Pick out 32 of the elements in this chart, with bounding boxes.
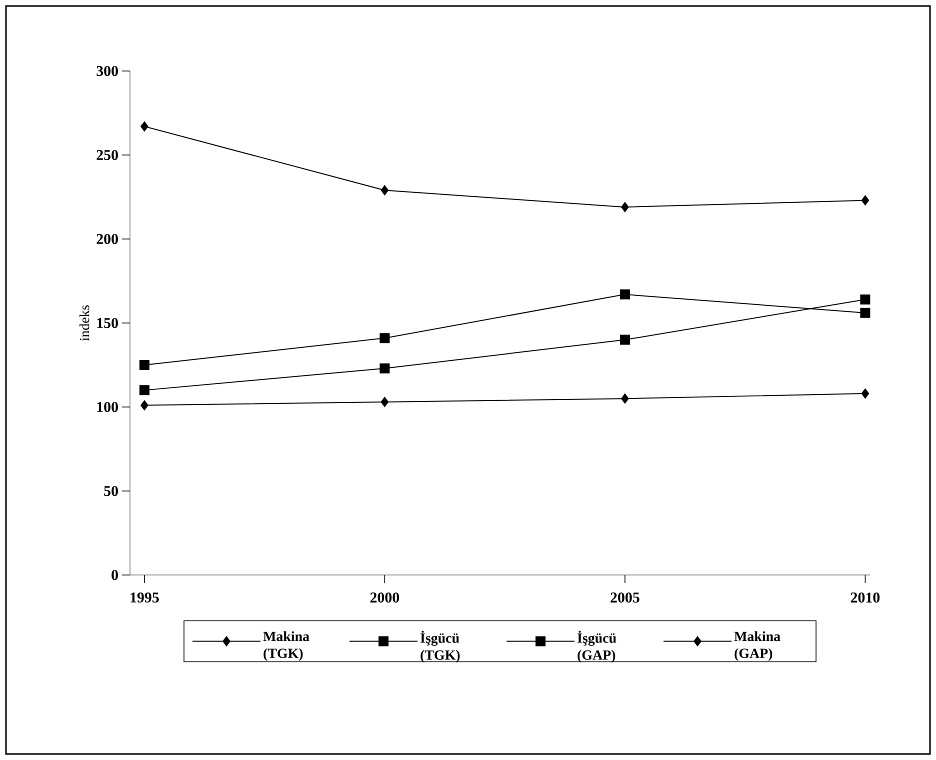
y-tick-label: 0 [112,570,118,580]
point [139,385,150,396]
point [140,121,148,132]
point [620,334,630,345]
point [860,308,870,318]
legend-label: İşgücü (TGK) [420,630,460,663]
point [139,360,150,370]
point [861,195,870,206]
y-tick-label: 150 [97,318,118,328]
y-tick-label: 100 [97,402,118,412]
y-tick-label: 200 [96,234,118,244]
point [621,394,629,404]
legend-label: İşgücü (GAP) [577,630,616,663]
x-tick-label: 2000 [370,592,400,603]
point [380,185,389,196]
point [380,363,390,374]
x-tick-label: 2010 [850,592,880,603]
point [140,400,148,410]
x-tick-label: 2005 [610,592,640,603]
point [620,289,630,300]
legend-label: Makina (TGK) [263,631,310,661]
point [860,294,870,304]
point [861,388,870,399]
y-tick-label: 50 [104,486,118,496]
point [621,202,629,212]
y-axis-title: indeks [79,305,90,341]
legend-label: Makina (GAP) [734,631,780,661]
y-tick-label: 250 [96,150,118,160]
y-tick-label: 300 [96,66,118,76]
point [380,333,390,344]
point [380,396,389,407]
x-tick-label: 1995 [130,592,159,603]
